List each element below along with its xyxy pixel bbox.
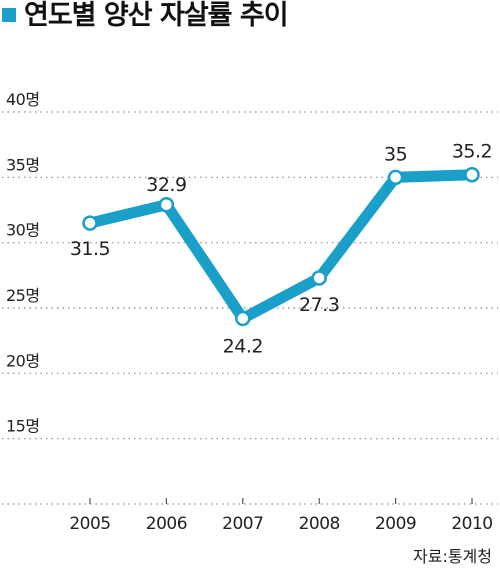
data-label: 32.9 [146,174,186,196]
title-marker-icon [2,8,16,22]
data-point [464,166,480,183]
y-tick-label: 15명 [6,417,40,436]
data-label: 24.2 [223,335,263,357]
y-tick-label: 40명 [6,90,40,109]
data-label: 31.5 [70,238,110,260]
data-label: 27.3 [299,294,339,316]
x-tick-label: 2010 [451,514,492,534]
y-tick-label: 30명 [6,221,40,240]
x-tick-label: 2009 [375,514,416,534]
y-tick-label: 25명 [6,286,40,305]
data-point [82,215,98,231]
x-tick-label: 2007 [222,514,263,534]
source-note: 자료:통계청 [413,547,492,566]
data-point [311,270,327,286]
x-tick-label: 2006 [146,514,187,534]
data-point [235,310,251,327]
data-point [387,169,404,186]
x-tick-label: 2008 [299,514,340,534]
y-tick-label: 35명 [6,155,40,174]
data-label: 35 [384,143,407,165]
y-tick-label: 20명 [6,351,40,370]
series-line [88,169,473,326]
data-point [158,197,175,213]
x-tick-label: 2005 [69,514,110,534]
data-label: 35.2 [452,141,492,163]
chart-title: 연도별 양산 자살률 추이 [24,0,289,31]
